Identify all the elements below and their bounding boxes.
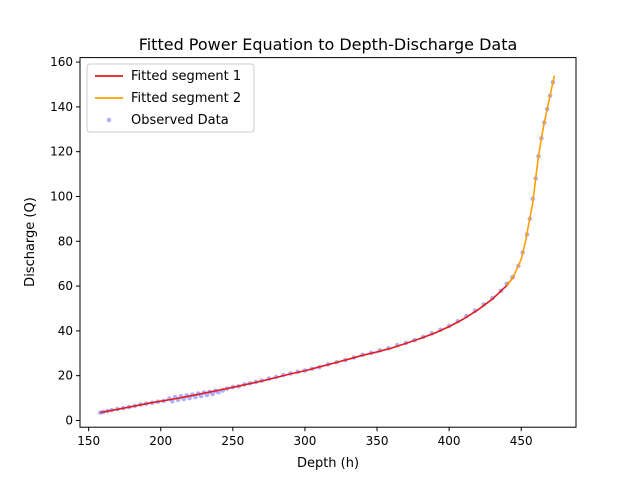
x-tick-label: 250	[221, 434, 244, 448]
legend-swatch	[106, 117, 112, 123]
scatter-point	[210, 391, 215, 397]
y-tick-label: 120	[50, 145, 73, 159]
legend-label: Observed Data	[131, 113, 229, 128]
x-tick-label: 400	[438, 434, 461, 448]
y-tick-label: 40	[58, 324, 73, 338]
series-line-1	[100, 275, 515, 414]
scatter-point	[198, 393, 204, 399]
scatter-point	[204, 392, 210, 398]
plot-frame	[79, 57, 577, 428]
x-axis: 150 200 250 300 350 400 450	[77, 427, 533, 448]
x-tick-label: 150	[77, 434, 100, 448]
chart-title: Fitted Power Equation to Depth-Discharge…	[139, 35, 518, 54]
series-line-2	[506, 75, 556, 287]
y-tick-label: 0	[65, 413, 73, 427]
y-tick-label: 140	[50, 100, 73, 114]
y-tick-label: 80	[58, 234, 73, 248]
legend: Fitted segment 1 Fitted segment 2 Observed…	[86, 63, 255, 133]
y-axis-label: Discharge (Q)	[23, 197, 38, 287]
y-tick-label: 60	[58, 279, 73, 293]
plot-area	[97, 75, 556, 415]
x-tick-label: 350	[366, 434, 389, 448]
legend-label: Fitted segment 2	[131, 91, 241, 106]
legend-box	[86, 63, 255, 133]
y-axis: 0 20 40 60 80 100 120 140 160	[50, 55, 80, 427]
x-axis-label: Depth (h)	[297, 456, 359, 471]
y-tick-label: 160	[50, 55, 73, 69]
y-tick-label: 20	[58, 369, 73, 383]
legend-label: Fitted segment 1	[131, 69, 241, 84]
y-tick-label: 100	[50, 189, 73, 203]
x-tick-label: 200	[149, 434, 172, 448]
x-tick-label: 300	[293, 434, 316, 448]
x-tick-label: 450	[510, 434, 533, 448]
